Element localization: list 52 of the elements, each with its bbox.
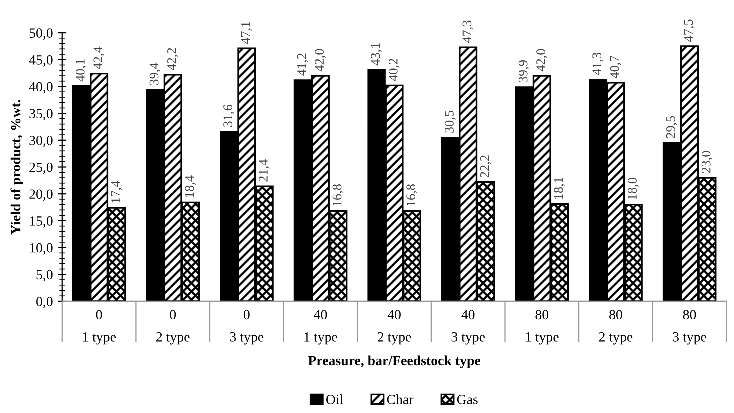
y-tick-label: 15,0 [30, 216, 53, 228]
data-label: 16,8 [332, 184, 344, 206]
y-tick-label: 35,0 [30, 109, 53, 121]
data-label: 47,3 [462, 20, 474, 44]
data-label: 39,9 [518, 60, 530, 82]
x-tick-label: 80 3 type [673, 310, 706, 345]
data-label: 41,3 [592, 53, 604, 76]
y-tick-label: 50,0 [30, 28, 53, 40]
y-tick-label: 30,0 [30, 136, 53, 148]
data-label: 18,1 [554, 178, 566, 199]
x-tick-label: 0 3 type [230, 310, 264, 345]
x-tick-label: 80 1 type [526, 310, 559, 345]
x-tick-label: 0 2 type [156, 310, 190, 345]
data-label: 47,5 [684, 20, 695, 42]
data-label: 43,1 [371, 44, 382, 66]
data-label: 16,8 [406, 184, 418, 206]
y-axis-title: Yield of product, %wt. [10, 100, 24, 235]
data-label: 47,1 [241, 22, 252, 44]
y-tick-label: 45,0 [29, 55, 53, 67]
x-tick-label: 0 1 type [83, 310, 116, 345]
y-tick-label: 10,0 [30, 243, 53, 255]
y-tick-label: 40,0 [29, 82, 53, 94]
data-label: 18,0 [628, 178, 639, 200]
data-label: 42,2 [168, 48, 178, 70]
data-label: 29,5 [666, 116, 678, 138]
data-label: 17,4 [111, 181, 122, 203]
data-label: 40,2 [388, 59, 400, 82]
y-tick-label: 5,0 [36, 270, 53, 282]
y-tick-label: 25,0 [30, 162, 53, 174]
data-label: 41,2 [297, 54, 308, 76]
x-axis-title: Preasure, bar/Feedstock type [308, 356, 481, 368]
x-tick-label: 40 3 type [452, 310, 486, 345]
data-label: 40,7 [610, 56, 622, 79]
data-label: 21,4 [259, 160, 270, 182]
data-label: 23,0 [702, 151, 713, 174]
x-tick-label: 40 2 type [378, 310, 412, 345]
legend-label: Char [387, 394, 414, 404]
x-tick-label: 40 1 type [304, 310, 338, 345]
x-tick-label: 80 2 type [599, 310, 633, 345]
data-label: 30,5 [445, 110, 456, 133]
legend-label: Oil [326, 394, 344, 404]
data-label: 42,4 [94, 46, 104, 70]
data-label: 39,4 [150, 62, 161, 86]
y-tick-label: 20,0 [30, 190, 53, 202]
legend-label: Gas [457, 395, 478, 404]
data-label: 42,0 [536, 49, 548, 72]
data-label: 42,0 [315, 49, 326, 72]
data-label: 31,6 [224, 104, 234, 128]
data-label: 22,2 [480, 156, 492, 178]
data-label: 40,1 [76, 60, 87, 82]
data-label: 18,4 [185, 176, 196, 198]
y-tick-label: 0,0 [36, 297, 53, 308]
